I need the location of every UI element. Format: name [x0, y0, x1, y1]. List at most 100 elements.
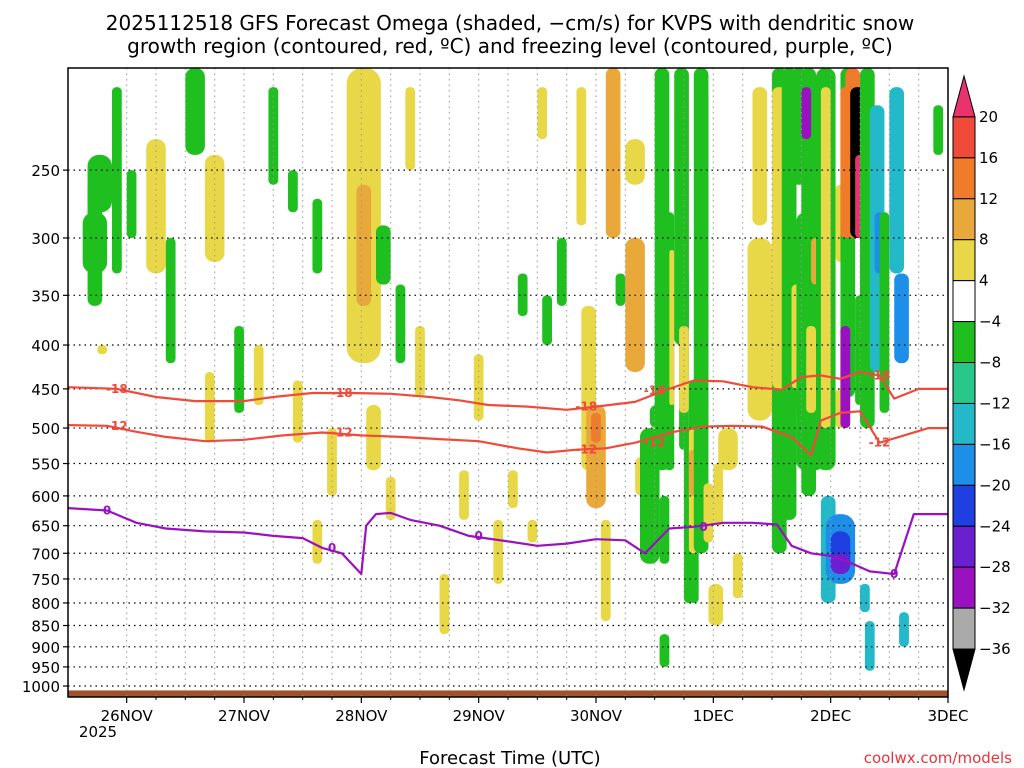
omega-cell-62	[698, 87, 709, 429]
x-tick-label-28NOV: 28NOV	[335, 707, 388, 725]
omega-cell-36	[556, 237, 567, 306]
colorbar: 20 16 12 8 4 −4 −8 −12 −16 −20 −24 −28 −32 −36	[952, 74, 1011, 692]
omega-cell-28	[459, 470, 469, 520]
y-tick-label-500: 500	[31, 420, 60, 438]
omega-cell-63	[703, 483, 714, 543]
x-tick-label-27NOV: 27NOV	[218, 707, 271, 725]
isotherm-minus12-label: -12	[575, 443, 597, 457]
omega-cell-15	[292, 380, 303, 443]
omega-cell-11	[234, 325, 244, 413]
x-tick-label-26NOV: 26NOV	[101, 707, 154, 725]
isotherm-minus12-label: -12	[106, 419, 128, 433]
x-tick-label-30NOV: 30NOV	[570, 707, 623, 725]
omega-cell-98	[860, 583, 870, 613]
omega-cell-33	[527, 519, 538, 543]
colorbar-swatch-4	[952, 239, 976, 282]
omega-cell-22	[376, 225, 391, 285]
y-tick-label-300: 300	[31, 230, 60, 248]
omega-cell-14	[288, 170, 298, 213]
colorbar-label-10: −24	[979, 517, 1011, 535]
freezing-level-label: 0	[474, 529, 482, 543]
y-tick-label-1000: 1000	[22, 678, 60, 696]
omega-cell-16	[312, 198, 323, 274]
chart-title-line1: 2025112518 GFS Forecast Omega (shaded, −…	[106, 11, 914, 35]
omega-cell-13	[268, 87, 279, 185]
omega-cell-83	[820, 87, 831, 429]
omega-cell-12	[253, 345, 264, 406]
omega-cell-17	[312, 519, 323, 564]
omega-cell-2	[82, 212, 108, 274]
omega-cell-47	[640, 428, 660, 564]
x-axis-ticks: 26NOV 27NOV 28NOV 29NOV 30NOV 1DEC 2DEC 3DEC	[101, 697, 969, 725]
omega-cell-65	[713, 463, 724, 526]
omega-cell-78	[801, 87, 812, 140]
x-tick-label-3DEC: 3DEC	[927, 707, 968, 725]
omega-cell-7	[165, 237, 176, 364]
x-axis-year-label: 2025	[79, 723, 117, 741]
omega-cell-68	[747, 237, 772, 421]
y-tick-label-350: 350	[31, 287, 60, 305]
omega-cell-21	[366, 405, 381, 471]
omega-cell-24	[395, 284, 406, 364]
omega-cell-34	[537, 87, 548, 140]
isotherm-minus18-label: -18	[644, 384, 666, 398]
colorbar-label-5: −4	[979, 313, 1001, 331]
omega-cell-4	[112, 87, 122, 274]
omega-cell-43	[615, 273, 626, 306]
ground-surface	[68, 690, 948, 697]
colorbar-label-4: 4	[979, 272, 989, 290]
y-axis-ticks: 250 300 350 400 450 500 550 600 650 700 750 800 850 9…	[22, 162, 68, 696]
colorbar-label-3: 8	[979, 231, 989, 249]
omega-cell-3	[97, 345, 108, 355]
freezing-level-label: 0	[890, 567, 898, 581]
colorbar-swatch-12	[952, 566, 976, 609]
omega-cell-104	[894, 273, 909, 364]
grid-lines	[68, 68, 948, 697]
colorbar-cap-bottom	[952, 648, 976, 692]
omega-cell-35	[542, 295, 552, 346]
y-tick-label-800: 800	[31, 595, 60, 613]
colorbar-swatch-13	[952, 607, 976, 650]
omega-cell-102	[879, 212, 890, 413]
omega-cell-26	[415, 325, 425, 398]
y-tick-label-550: 550	[31, 456, 60, 474]
colorbar-swatch-8	[952, 402, 976, 445]
colorbar-swatch-2	[952, 157, 976, 200]
omega-cell-106	[933, 105, 944, 155]
colorbar-cap-top	[952, 74, 976, 118]
isotherm-minus18-label: -18	[106, 382, 128, 396]
y-tick-label-400: 400	[31, 337, 60, 355]
omega-cell-45	[625, 139, 645, 185]
x-tick-label-29NOV: 29NOV	[453, 707, 506, 725]
chart-title-line2: growth region (contoured, red, ºC) and f…	[127, 34, 893, 58]
colorbar-label-11: −28	[979, 558, 1011, 576]
omega-cell-27	[439, 573, 450, 635]
colorbar-swatch-3	[952, 198, 976, 241]
y-tick-label-750: 750	[31, 571, 60, 589]
omega-cell-79	[806, 325, 816, 413]
x-axis-label: Forecast Time (UTC)	[419, 748, 600, 768]
omega-cell-37	[576, 87, 587, 226]
isotherm-minus18-label: -18	[331, 386, 353, 400]
omega-cell-69	[752, 87, 768, 226]
isotherm-minus18-label: -18	[575, 400, 597, 414]
y-tick-label-600: 600	[31, 488, 60, 506]
omega-cell-1	[87, 154, 112, 213]
freezing-level-line	[68, 507, 948, 576]
omega-cell-99	[864, 621, 875, 671]
isotherm-minus18-line	[68, 370, 948, 411]
y-tick-label-850: 850	[31, 618, 60, 636]
colorbar-label-6: −8	[979, 354, 1001, 372]
omega-cell-44	[625, 237, 645, 372]
omega-cell-41	[600, 519, 611, 622]
omega-cell-53	[669, 250, 675, 406]
colorbar-swatch-6	[952, 321, 976, 364]
colorbar-swatch-5	[952, 280, 976, 323]
colorbar-label-12: −32	[979, 599, 1011, 617]
omega-cell-9	[204, 154, 225, 262]
x-tick-label-1DEC: 1DEC	[693, 707, 734, 725]
isotherm-minus12-label: -12	[331, 426, 353, 440]
y-tick-label-250: 250	[31, 162, 60, 180]
colorbar-label-13: −36	[979, 640, 1011, 658]
isotherm-minus12-label: -12	[644, 436, 666, 450]
